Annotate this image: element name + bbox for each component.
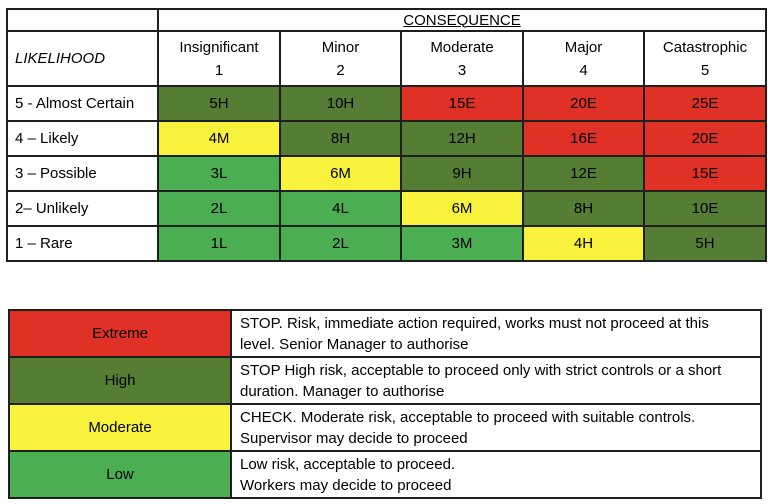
legend-description-line: CHECK. Moderate risk, acceptable to proc… xyxy=(240,408,696,426)
corner-cell xyxy=(6,8,159,32)
risk-score-cell: 2L xyxy=(279,225,402,262)
legend-description-line: STOP. Risk, immediate action required, w… xyxy=(240,314,709,332)
risk-score-cell: 1L xyxy=(157,225,281,262)
risk-matrix-table: CONSEQUENCE LIKELIHOOD Insignificant 1 Min… xyxy=(6,8,767,262)
legend-label: Moderate xyxy=(8,403,232,452)
risk-score-cell: 10E xyxy=(643,190,767,227)
column-header-number: 5 xyxy=(700,61,710,79)
legend-row: Low Low risk, acceptable to proceed. Worke… xyxy=(8,450,762,499)
risk-score-cell: 20E xyxy=(522,85,645,122)
column-header-number: 1 xyxy=(214,61,224,79)
legend-label: High xyxy=(8,356,232,405)
risk-score-cell: 5H xyxy=(157,85,281,122)
consequence-header-cell: CONSEQUENCE xyxy=(157,8,767,32)
column-header-row: LIKELIHOOD Insignificant 1 Minor 2 Moderate 3… xyxy=(6,30,767,87)
legend-description: CHECK. Moderate risk, acceptable to proc… xyxy=(230,403,762,452)
risk-score-cell: 4H xyxy=(522,225,645,262)
risk-score-cell: 15E xyxy=(400,85,524,122)
risk-score-cell: 4L xyxy=(279,190,402,227)
risk-score-cell: 9H xyxy=(400,155,524,192)
legend-label: Extreme xyxy=(8,309,232,358)
risk-score-cell: 8H xyxy=(522,190,645,227)
legend-description: Low risk, acceptable to proceed. Workers … xyxy=(230,450,762,499)
column-header-label: Major xyxy=(564,38,603,56)
column-header-moderate: Moderate 3 xyxy=(400,30,524,87)
risk-score-cell: 6M xyxy=(400,190,524,227)
likelihood-header-cell: LIKELIHOOD xyxy=(6,30,159,87)
likelihood-row-label: 3 – Possible xyxy=(6,155,159,192)
legend-description-line: Supervisor may decide to proceed xyxy=(240,429,468,447)
matrix-row: 3 – Possible 3L 6M 9H 12E 15E xyxy=(6,155,767,192)
matrix-row: 4 – Likely 4M 8H 12H 16E 20E xyxy=(6,120,767,157)
risk-score-cell: 25E xyxy=(643,85,767,122)
likelihood-row-label: 5 - Almost Certain xyxy=(6,85,159,122)
column-header-catastrophic: Catastrophic 5 xyxy=(643,30,767,87)
likelihood-row-label: 2– Unlikely xyxy=(6,190,159,227)
risk-score-cell: 4M xyxy=(157,120,281,157)
legend-row: High STOP High risk, acceptable to procee… xyxy=(8,356,762,405)
column-header-label: Insignificant xyxy=(179,38,259,56)
risk-score-cell: 20E xyxy=(643,120,767,157)
legend-label: Low xyxy=(8,450,232,499)
column-header-major: Major 4 xyxy=(522,30,645,87)
column-header-label: Minor xyxy=(321,38,360,56)
risk-score-cell: 8H xyxy=(279,120,402,157)
legend-description-line: level. Senior Manager to authorise xyxy=(240,335,469,353)
consequence-header-label: CONSEQUENCE xyxy=(403,11,521,29)
column-header-insignificant: Insignificant 1 xyxy=(157,30,281,87)
risk-score-cell: 15E xyxy=(643,155,767,192)
column-header-minor: Minor 2 xyxy=(279,30,402,87)
matrix-row: 1 – Rare 1L 2L 3M 4H 5H xyxy=(6,225,767,262)
likelihood-row-label: 4 – Likely xyxy=(6,120,159,157)
legend-description-line: duration. Manager to authorise xyxy=(240,382,445,400)
risk-score-cell: 10H xyxy=(279,85,402,122)
legend-description-line: Workers may decide to proceed xyxy=(240,476,452,494)
risk-score-cell: 2L xyxy=(157,190,281,227)
legend-row: Moderate CHECK. Moderate risk, acceptable… xyxy=(8,403,762,452)
risk-score-cell: 3M xyxy=(400,225,524,262)
legend-description-line: Low risk, acceptable to proceed. xyxy=(240,455,456,473)
risk-score-cell: 5H xyxy=(643,225,767,262)
legend-description-line: STOP High risk, acceptable to proceed on… xyxy=(240,361,722,379)
likelihood-row-label: 1 – Rare xyxy=(6,225,159,262)
column-header-label: Moderate xyxy=(430,38,494,56)
legend-description: STOP High risk, acceptable to proceed on… xyxy=(230,356,762,405)
risk-legend-table: Extreme STOP. Risk, immediate action requ… xyxy=(8,309,762,499)
risk-score-cell: 6M xyxy=(279,155,402,192)
column-header-label: Catastrophic xyxy=(662,38,748,56)
matrix-row: 5 - Almost Certain 5H 10H 15E 20E 25E xyxy=(6,85,767,122)
matrix-row: 2– Unlikely 2L 4L 6M 8H 10E xyxy=(6,190,767,227)
risk-score-cell: 16E xyxy=(522,120,645,157)
column-header-number: 3 xyxy=(457,61,467,79)
risk-score-cell: 12E xyxy=(522,155,645,192)
risk-score-cell: 12H xyxy=(400,120,524,157)
column-header-number: 2 xyxy=(336,61,345,79)
consequence-header-row: CONSEQUENCE xyxy=(6,8,767,32)
column-header-number: 4 xyxy=(579,61,588,79)
legend-description: STOP. Risk, immediate action required, w… xyxy=(230,309,762,358)
risk-score-cell: 3L xyxy=(157,155,281,192)
legend-row: Extreme STOP. Risk, immediate action requ… xyxy=(8,309,762,358)
